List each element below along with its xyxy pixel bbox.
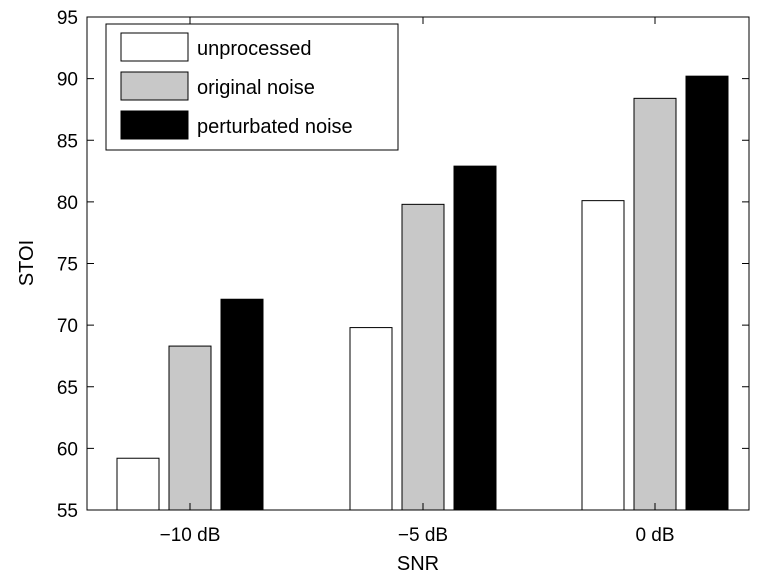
- y-axis: 55 60 65 70 75 80 85 90 95: [57, 8, 749, 522]
- legend-label-original-noise: original noise: [197, 77, 315, 99]
- y-tick-label: 75: [57, 255, 78, 276]
- x-axis: −10 dB −5 dB 0 dB: [160, 17, 675, 546]
- x-tick-label: −10 dB: [160, 525, 221, 546]
- legend-swatch-perturbated-noise: [120, 110, 189, 140]
- legend-label-perturbated-noise: perturbated noise: [197, 116, 353, 138]
- x-tick-label: 0 dB: [635, 525, 674, 546]
- bar-unprocessed-0: [116, 457, 160, 511]
- y-tick-label: 95: [57, 8, 78, 29]
- bar-perturbated-noise-2: [685, 75, 729, 511]
- bar-original-noise-1: [401, 203, 445, 511]
- x-axis-label: SNR: [397, 553, 439, 575]
- y-tick-label: 85: [57, 131, 78, 152]
- bar-perturbated-noise-1: [453, 165, 497, 511]
- y-axis-label: STOI: [16, 240, 38, 286]
- x-tick-label: −5 dB: [398, 525, 448, 546]
- y-tick-label: 60: [57, 439, 78, 460]
- y-tick-label: 70: [57, 316, 78, 337]
- y-tick-label: 80: [57, 193, 78, 214]
- legend-label-unprocessed: unprocessed: [197, 38, 312, 60]
- bars-group: [116, 75, 729, 511]
- legend: unprocessed original noise perturbated noi…: [105, 23, 399, 151]
- bar-unprocessed-1: [349, 327, 393, 511]
- y-tick-label: 65: [57, 378, 78, 399]
- legend-swatch-original-noise: [120, 71, 189, 101]
- y-tick-label: 90: [57, 70, 78, 91]
- y-tick-label: 55: [57, 501, 78, 522]
- bar-original-noise-0: [168, 345, 212, 511]
- legend-swatch-unprocessed: [120, 32, 189, 62]
- bar-unprocessed-2: [581, 200, 625, 511]
- bar-perturbated-noise-0: [220, 298, 264, 511]
- bar-original-noise-2: [633, 97, 677, 511]
